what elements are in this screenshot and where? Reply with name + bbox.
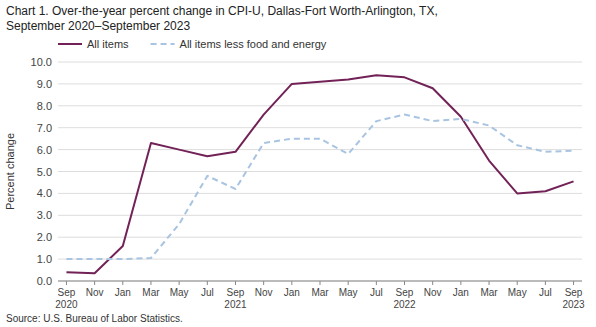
x-tick (179, 281, 180, 285)
x-tick (94, 281, 95, 285)
y-tick-label: 4.0 (37, 187, 52, 199)
series-group (66, 75, 573, 273)
x-tick-label-line: Jul (539, 287, 552, 298)
y-axis-label: Percent change (4, 133, 16, 210)
chart: Chart 1. Over-the-year percent change in… (0, 0, 596, 327)
grid-line (58, 215, 582, 216)
y-tick-label: 7.0 (37, 122, 52, 134)
x-tick (432, 281, 433, 285)
x-tick-label: Jan (284, 287, 300, 298)
x-tick-label: May (508, 287, 527, 298)
x-tick-label: Jul (370, 287, 383, 298)
x-tick-label: Sep2021 (224, 287, 247, 310)
x-tick-label: May (339, 287, 358, 298)
x-tick-label-line: May (508, 287, 527, 298)
x-tick (460, 281, 461, 285)
x-tick-label-line: Nov (255, 287, 273, 298)
legend: All items All items less food and energy (58, 38, 327, 50)
x-tick (263, 281, 264, 285)
grid-line (58, 237, 582, 238)
x-tick-label-line: 2023 (562, 299, 585, 310)
x-tick (66, 281, 67, 285)
x-tick-label-line: Jan (284, 287, 300, 298)
x-tick-label-line: Mar (311, 287, 329, 298)
y-tick-label: 6.0 (37, 144, 52, 156)
grid-line (58, 105, 582, 106)
x-tick (320, 281, 321, 285)
y-tick-label: 1.0 (37, 253, 52, 265)
legend-swatch (151, 43, 175, 45)
x-tick-label-line: Jul (201, 287, 214, 298)
x-tick-label-line: Mar (480, 287, 498, 298)
y-tick-label: 10.0 (31, 56, 52, 68)
x-tick (235, 281, 236, 285)
x-tick-label-line: 2020 (55, 299, 78, 310)
x-tick-label-line: 2022 (393, 299, 416, 310)
legend-swatch (58, 43, 82, 45)
subtitle: September 2020–September 2023 (6, 19, 190, 33)
x-tick-label-line: Sep (565, 287, 583, 298)
x-tick-label: Sep2023 (562, 287, 585, 310)
x-tick-label: Jan (115, 287, 131, 298)
y-tick-label: 8.0 (37, 100, 52, 112)
grid-line (58, 149, 582, 150)
y-tick-label: 5.0 (37, 166, 52, 178)
x-tick-label-line: Sep (58, 287, 76, 298)
series-line (66, 115, 573, 260)
x-tick-label: Mar (311, 287, 329, 298)
grid-line (58, 62, 582, 63)
grid-line (58, 127, 582, 128)
x-tick-label: May (170, 287, 189, 298)
x-tick (207, 281, 208, 285)
x-axis: Sep2020NovJanMarMayJulSep2021NovJanMarMa… (55, 281, 585, 310)
x-tick (122, 281, 123, 285)
x-tick-label: Sep2020 (55, 287, 78, 310)
x-tick-label-line: Sep (396, 287, 414, 298)
legend-label: All items (87, 38, 129, 50)
y-tick-label: 9.0 (37, 78, 52, 90)
x-tick-label-line: Jan (453, 287, 469, 298)
x-tick-label: Nov (86, 287, 104, 298)
legend-label: All items less food and energy (180, 38, 327, 50)
x-tick-label: Jul (539, 287, 552, 298)
x-tick (376, 281, 377, 285)
x-tick (291, 281, 292, 285)
x-tick-label-line: May (339, 287, 358, 298)
x-tick-label-line: May (170, 287, 189, 298)
x-tick-label: Mar (480, 287, 498, 298)
x-tick-label-line: Nov (424, 287, 442, 298)
x-tick-label: Jul (201, 287, 214, 298)
x-tick (573, 281, 574, 285)
x-tick-label-line: Jul (370, 287, 383, 298)
x-tick-label: Sep2022 (393, 287, 416, 310)
x-tick (404, 281, 405, 285)
grid-line (58, 171, 582, 172)
y-tick-label: 3.0 (37, 209, 52, 221)
x-tick (348, 281, 349, 285)
series-line (66, 75, 573, 273)
x-tick-label: Mar (142, 287, 160, 298)
y-axis: 0.0 1.0 2.0 3.0 4.0 5.0 6.0 7.0 8.0 9.0 10.0 (31, 56, 582, 287)
x-tick-label: Jan (453, 287, 469, 298)
x-tick-label-line: Nov (86, 287, 104, 298)
x-tick-label: Nov (255, 287, 273, 298)
y-tick-label: 0.0 (37, 275, 52, 287)
x-tick (150, 281, 151, 285)
x-tick-label-line: Mar (142, 287, 160, 298)
title: Chart 1. Over-the-year percent change in… (6, 4, 438, 18)
x-tick (517, 281, 518, 285)
x-tick-label-line: Jan (115, 287, 131, 298)
x-tick (489, 281, 490, 285)
background (0, 0, 596, 327)
x-tick-label-line: 2021 (224, 299, 247, 310)
x-tick-label-line: Sep (227, 287, 245, 298)
grid-line (58, 83, 582, 84)
x-tick (545, 281, 546, 285)
x-tick-label: Nov (424, 287, 442, 298)
y-tick-label: 2.0 (37, 231, 52, 243)
source: Source: U.S. Bureau of Labor Statistics. (6, 313, 183, 324)
